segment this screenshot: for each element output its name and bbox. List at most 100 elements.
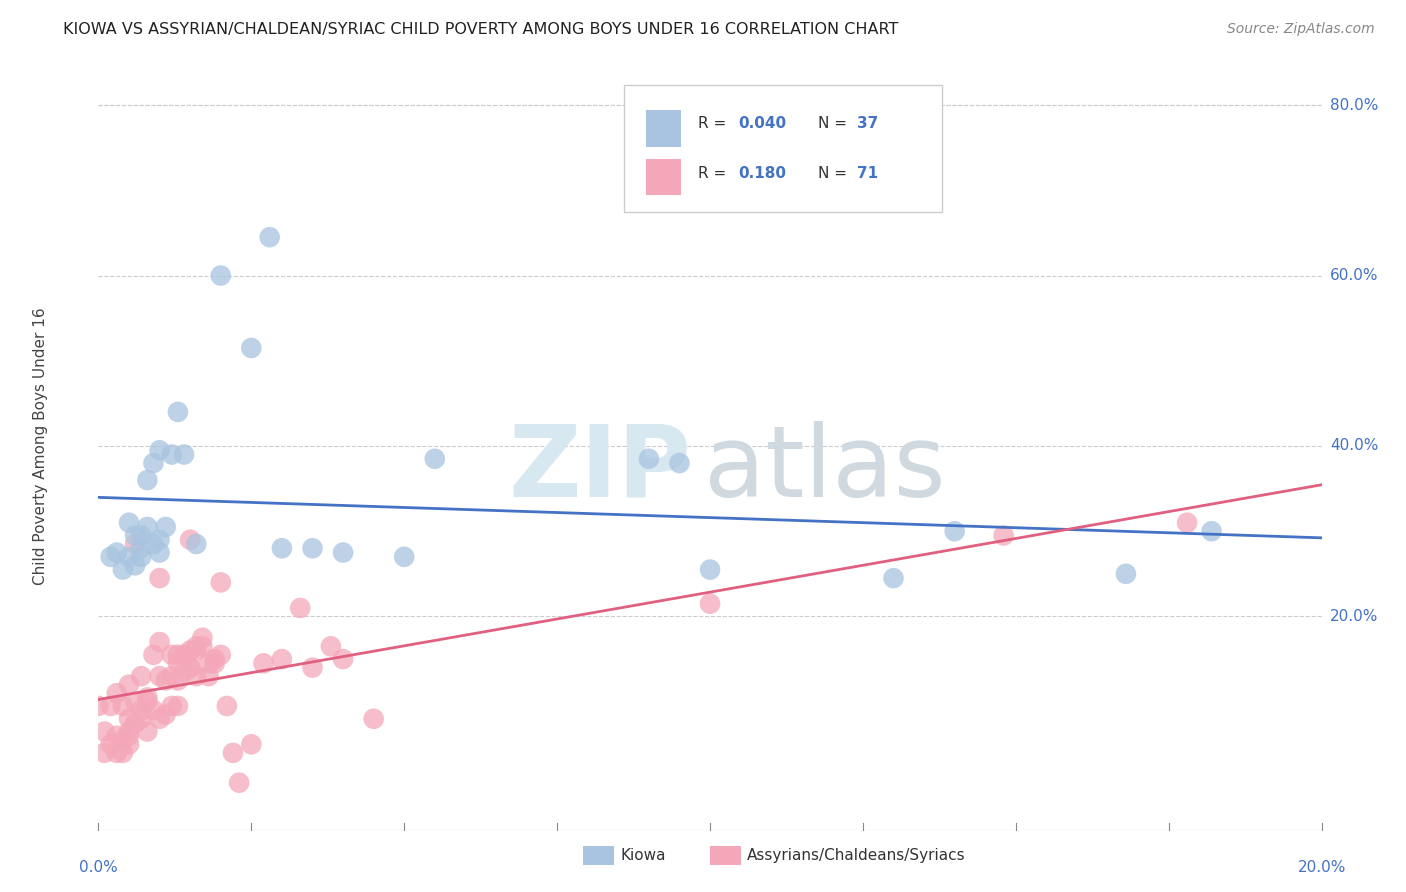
Point (136, 690, 159, 705)
Point (155, 673, 177, 688)
Point (186, 643, 208, 657)
Point (167, 405, 190, 419)
Point (943, 524, 966, 539)
Point (392, 549, 416, 564)
Point (252, 657, 274, 671)
Point (699, 563, 721, 577)
Point (209, 648, 232, 662)
Point (149, 533, 172, 547)
Text: KIOWA VS ASSYRIAN/CHALDEAN/SYRIAC CHILD POVERTY AMONG BOYS UNDER 16 CORRELATION : KIOWA VS ASSYRIAN/CHALDEAN/SYRIAC CHILD … (63, 22, 898, 37)
Text: N =: N = (818, 116, 852, 130)
Point (209, 575, 232, 590)
Point (186, 640, 208, 654)
Text: 0.180: 0.180 (738, 166, 786, 181)
Point (993, 528, 1015, 542)
Point (87, 698, 110, 713)
Text: 37: 37 (856, 116, 879, 130)
Point (167, 648, 190, 662)
Point (149, 571, 172, 585)
Point (111, 563, 134, 577)
Point (129, 528, 152, 542)
Point (1115, 566, 1137, 581)
Point (332, 652, 354, 666)
Point (186, 537, 208, 551)
Text: R =: R = (697, 116, 731, 130)
Point (129, 703, 152, 717)
Point (136, 695, 159, 709)
Text: Kiowa: Kiowa (620, 848, 665, 863)
Point (173, 665, 195, 679)
Point (240, 737, 263, 751)
Point (240, 341, 263, 355)
Point (129, 549, 152, 564)
FancyBboxPatch shape (624, 86, 942, 212)
Point (105, 729, 128, 743)
Point (100, 549, 122, 564)
Point (173, 648, 195, 662)
Point (173, 448, 195, 462)
Point (270, 541, 292, 556)
Point (124, 537, 146, 551)
Text: Source: ZipAtlas.com: Source: ZipAtlas.com (1227, 22, 1375, 37)
Point (209, 268, 232, 283)
Point (124, 558, 146, 573)
Point (423, 451, 446, 466)
Point (167, 698, 190, 713)
Text: 0.040: 0.040 (738, 116, 786, 130)
Point (259, 230, 281, 244)
Text: Child Poverty Among Boys Under 16: Child Poverty Among Boys Under 16 (32, 307, 48, 585)
Point (111, 746, 134, 760)
Point (191, 640, 214, 654)
Text: atlas: atlas (704, 420, 946, 517)
Point (363, 712, 385, 726)
Point (136, 473, 159, 487)
Point (111, 698, 134, 713)
Point (699, 597, 721, 611)
Point (204, 657, 226, 671)
Point (111, 733, 134, 747)
Point (155, 707, 177, 722)
Point (149, 545, 172, 559)
Point (215, 698, 238, 713)
Point (301, 660, 323, 674)
Text: 60.0%: 60.0% (1330, 268, 1378, 283)
Point (155, 520, 177, 534)
Point (160, 669, 183, 683)
Point (167, 657, 190, 671)
Point (105, 686, 128, 700)
Point (118, 712, 141, 726)
Point (129, 669, 152, 683)
Point (100, 698, 122, 713)
Point (149, 712, 172, 726)
Point (142, 703, 165, 717)
Point (179, 660, 201, 674)
Point (118, 737, 141, 751)
Point (228, 775, 250, 789)
Point (270, 652, 292, 666)
Point (136, 724, 159, 739)
Point (118, 678, 141, 692)
Point (179, 643, 201, 657)
Text: 40.0%: 40.0% (1330, 439, 1378, 453)
Point (290, 601, 312, 615)
Point (191, 631, 214, 645)
Point (319, 640, 342, 654)
Text: 20.0%: 20.0% (1298, 860, 1346, 875)
Point (105, 545, 128, 559)
FancyBboxPatch shape (647, 110, 681, 146)
Text: Assyrians/Chaldeans/Syriacs: Assyrians/Chaldeans/Syriacs (747, 848, 965, 863)
Point (179, 660, 201, 674)
Point (197, 657, 219, 671)
Point (93, 746, 115, 760)
Point (637, 451, 661, 466)
Text: N =: N = (818, 166, 852, 181)
Point (301, 541, 323, 556)
Point (124, 528, 146, 542)
Text: R =: R = (697, 166, 731, 181)
Point (1175, 516, 1198, 530)
Point (668, 456, 690, 470)
Point (1201, 524, 1223, 539)
Point (142, 456, 165, 470)
Text: 80.0%: 80.0% (1330, 97, 1378, 112)
Point (100, 737, 122, 751)
